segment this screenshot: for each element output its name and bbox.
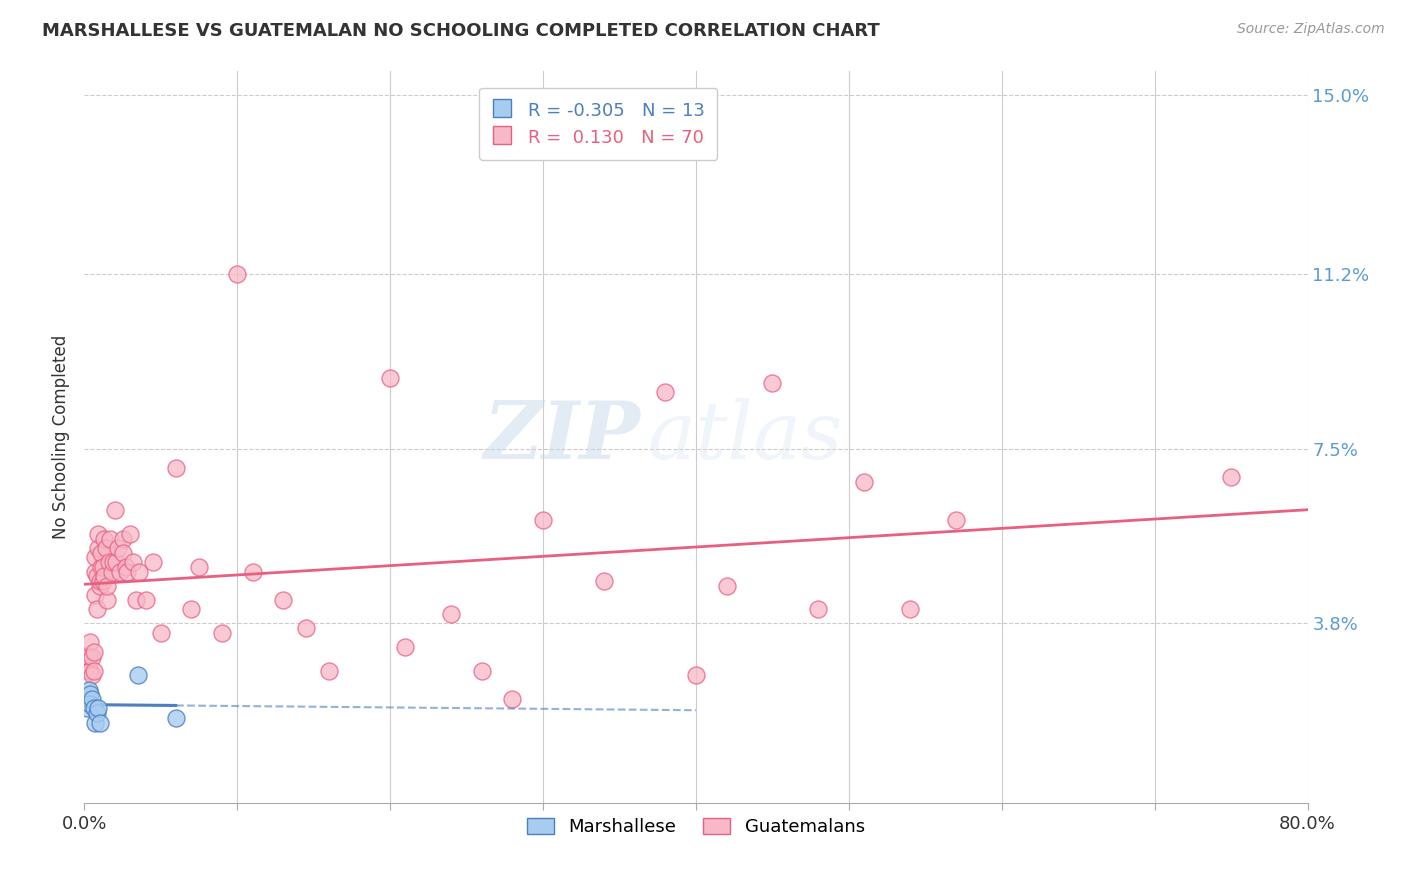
Point xyxy=(128,565,150,579)
Point xyxy=(761,376,783,390)
Point xyxy=(77,682,100,697)
Point xyxy=(80,692,103,706)
Point xyxy=(142,555,165,569)
Point xyxy=(945,513,967,527)
Point xyxy=(1220,470,1243,484)
Point xyxy=(111,532,134,546)
Point xyxy=(318,664,340,678)
Point xyxy=(531,513,554,527)
Y-axis label: No Schooling Completed: No Schooling Completed xyxy=(52,335,70,539)
Point xyxy=(105,555,128,569)
Point xyxy=(96,579,118,593)
Point xyxy=(135,593,157,607)
Point xyxy=(80,668,103,682)
Point xyxy=(295,621,318,635)
Text: MARSHALLESE VS GUATEMALAN NO SCHOOLING COMPLETED CORRELATION CHART: MARSHALLESE VS GUATEMALAN NO SCHOOLING C… xyxy=(42,22,880,40)
Point xyxy=(83,645,105,659)
Point xyxy=(98,532,121,546)
Point xyxy=(93,532,115,546)
Text: atlas: atlas xyxy=(647,399,842,475)
Point xyxy=(86,569,108,583)
Point xyxy=(125,593,148,607)
Point xyxy=(654,385,676,400)
Point xyxy=(83,701,105,715)
Point xyxy=(84,715,107,730)
Point xyxy=(122,555,145,569)
Point xyxy=(471,664,494,678)
Point xyxy=(79,664,101,678)
Point xyxy=(89,579,111,593)
Point xyxy=(77,664,100,678)
Point xyxy=(86,602,108,616)
Point xyxy=(502,692,524,706)
Point xyxy=(111,546,134,560)
Point xyxy=(84,588,107,602)
Point xyxy=(107,541,129,555)
Point xyxy=(380,371,402,385)
Point xyxy=(104,503,127,517)
Point xyxy=(593,574,616,588)
Point xyxy=(80,649,103,664)
Point xyxy=(86,706,108,720)
Point xyxy=(188,559,211,574)
Point xyxy=(242,565,264,579)
Point xyxy=(226,267,249,281)
Point xyxy=(394,640,416,654)
Point xyxy=(79,697,101,711)
Point xyxy=(97,555,120,569)
Point xyxy=(79,687,101,701)
Point xyxy=(211,626,233,640)
Point xyxy=(90,546,112,560)
Point xyxy=(91,559,114,574)
Point xyxy=(89,715,111,730)
Point xyxy=(77,649,100,664)
Point xyxy=(165,460,187,475)
Point xyxy=(77,692,100,706)
Point xyxy=(716,579,738,593)
Point xyxy=(89,574,111,588)
Point xyxy=(180,602,202,616)
Legend: Marshallese, Guatemalans: Marshallese, Guatemalans xyxy=(517,809,875,845)
Point xyxy=(84,550,107,565)
Point xyxy=(127,668,149,682)
Point xyxy=(93,569,115,583)
Point xyxy=(87,541,110,555)
Point xyxy=(76,701,98,715)
Point xyxy=(115,565,138,579)
Point xyxy=(120,526,142,541)
Point xyxy=(149,626,172,640)
Point xyxy=(83,664,105,678)
Point xyxy=(271,593,294,607)
Point xyxy=(165,711,187,725)
Point xyxy=(79,635,101,649)
Text: Source: ZipAtlas.com: Source: ZipAtlas.com xyxy=(1237,22,1385,37)
Point xyxy=(685,668,707,682)
Point xyxy=(807,602,830,616)
Point xyxy=(91,574,114,588)
Point xyxy=(114,559,136,574)
Point xyxy=(101,565,124,579)
Point xyxy=(84,565,107,579)
Point xyxy=(440,607,463,621)
Point xyxy=(103,555,125,569)
Point xyxy=(87,526,110,541)
Point xyxy=(108,565,131,579)
Point xyxy=(94,541,117,555)
Point xyxy=(853,475,876,489)
Text: ZIP: ZIP xyxy=(484,399,641,475)
Point xyxy=(87,701,110,715)
Point xyxy=(96,593,118,607)
Point xyxy=(90,559,112,574)
Point xyxy=(898,602,921,616)
